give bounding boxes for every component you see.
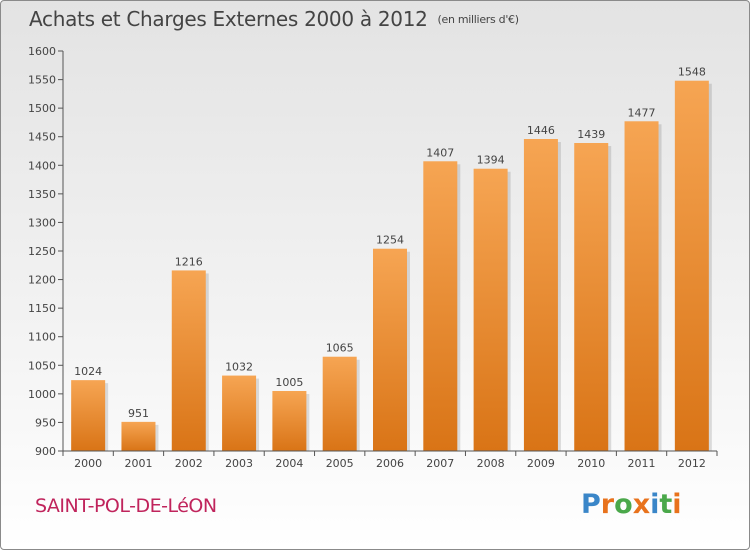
y-tick-label-1550: 1550 — [28, 74, 56, 87]
chart-unit: (en milliers d'€) — [437, 13, 519, 26]
x-tick-label-2007: 2007 — [426, 457, 454, 470]
bar-value-label-2003: 1032 — [225, 361, 253, 374]
bar-2001 — [121, 421, 156, 451]
town-name: SAINT-POL-DE-LéON — [35, 495, 217, 517]
y-tick-label-1250: 1250 — [28, 245, 56, 258]
logo-letter: o — [614, 489, 633, 520]
y-tick-label-1100: 1100 — [28, 331, 56, 344]
bar-value-label-2012: 1548 — [678, 66, 706, 79]
x-tick-label-2004: 2004 — [275, 457, 303, 470]
bar-value-label-2004: 1005 — [275, 376, 303, 389]
x-tick-label-2010: 2010 — [577, 457, 605, 470]
logo-letter: P — [581, 489, 601, 520]
bar-2003 — [222, 375, 257, 451]
y-tick-label-1600: 1600 — [28, 45, 56, 58]
bar-value-label-2007: 1407 — [426, 146, 454, 159]
bar-2010 — [574, 143, 609, 451]
y-tick-label-1350: 1350 — [28, 188, 56, 201]
x-tick-label-2008: 2008 — [477, 457, 505, 470]
bar-2006 — [373, 248, 407, 451]
logo-letter: t — [659, 489, 673, 520]
x-tick-label-2005: 2005 — [326, 457, 354, 470]
bar-value-label-2002: 1216 — [175, 255, 203, 268]
y-tick-label-1300: 1300 — [28, 216, 56, 229]
bar-value-label-2001: 951 — [128, 407, 149, 420]
y-tick-label-1200: 1200 — [28, 274, 56, 287]
bar-value-label-2009: 1446 — [527, 124, 555, 137]
bar-2011 — [624, 121, 659, 452]
bar-value-label-2010: 1439 — [577, 128, 605, 141]
y-tick-label-1000: 1000 — [28, 388, 56, 401]
bars-group: 1024 951 1216 1032 1005 1065 1254 1407 1394 1446 1… — [71, 66, 712, 452]
bar-2008 — [473, 168, 508, 451]
y-tick-label-1400: 1400 — [28, 159, 56, 172]
bar-value-label-2000: 1024 — [74, 365, 102, 378]
bar-2007 — [423, 161, 458, 452]
y-tick-label-1450: 1450 — [28, 131, 56, 144]
proxiti-logo[interactable]: Proxiti — [581, 489, 682, 520]
bar-value-label-2011: 1477 — [628, 106, 656, 119]
y-tick-label-900: 900 — [35, 445, 56, 458]
x-tick-label-2002: 2002 — [175, 457, 203, 470]
logo-letter: i — [672, 489, 682, 520]
x-tick-label-2000: 2000 — [74, 457, 102, 470]
bar-2012 — [674, 80, 709, 451]
logo-letter: r — [600, 489, 615, 520]
bar-value-label-2005: 1065 — [326, 342, 354, 355]
logo-letter: i — [650, 489, 660, 520]
y-tick-label-1500: 1500 — [28, 102, 56, 115]
x-tick-label-2009: 2009 — [527, 457, 555, 470]
y-tick-label-1050: 1050 — [28, 359, 56, 372]
bar-2000 — [71, 380, 106, 451]
y-tick-label-1150: 1150 — [28, 302, 56, 315]
x-tick-label-2006: 2006 — [376, 457, 404, 470]
bar-value-label-2006: 1254 — [376, 234, 404, 247]
bar-2004 — [272, 391, 307, 451]
logo-letter: x — [632, 489, 651, 520]
x-tick-label-2003: 2003 — [225, 457, 253, 470]
bar-2009 — [523, 139, 558, 451]
axes-group: 2000 2001 2002 2003 2004 2005 2006 2007 2008 2009… — [28, 45, 718, 470]
x-tick-label-2011: 2011 — [628, 457, 656, 470]
bar-value-label-2008: 1394 — [477, 154, 505, 167]
y-tick-label-950: 950 — [35, 416, 56, 429]
x-tick-label-2001: 2001 — [124, 457, 152, 470]
chart-title: Achats et Charges Externes 2000 à 2012 — [29, 7, 428, 31]
chart-title-block: Achats et Charges Externes 2000 à 2012 (e… — [29, 7, 519, 31]
bar-2005 — [322, 356, 357, 451]
x-tick-label-2012: 2012 — [678, 457, 706, 470]
bar-2002 — [171, 270, 206, 451]
